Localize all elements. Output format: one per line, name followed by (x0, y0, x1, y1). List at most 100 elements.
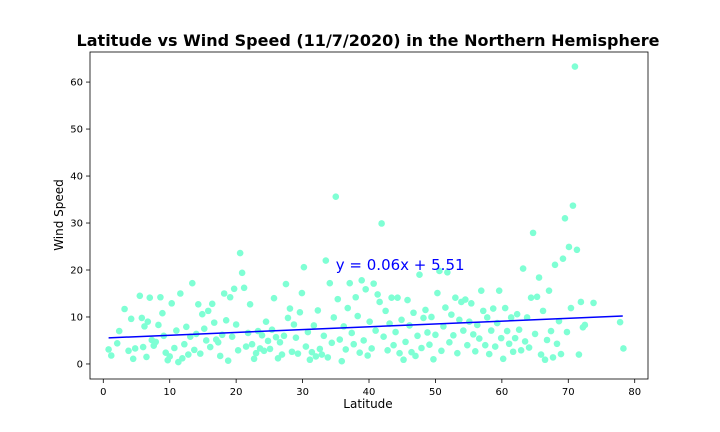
scatter-point (479, 307, 487, 315)
scatter-point (286, 305, 294, 312)
scatter-point (157, 293, 164, 301)
scatter-point (224, 357, 232, 364)
scatter-point (354, 312, 362, 320)
scatter-point (545, 287, 553, 294)
scatter-point (308, 348, 316, 356)
scatter-point (497, 334, 505, 342)
scatter-point (216, 352, 224, 360)
scatter-point (316, 345, 324, 353)
scatter-point (620, 345, 627, 352)
scatter-point (342, 346, 350, 353)
scatter-point (499, 355, 507, 363)
x-tick-label: 80 (628, 387, 641, 398)
scatter-point (318, 351, 326, 358)
scatter-point (366, 318, 373, 325)
scatter-point (446, 339, 453, 346)
scatter-point (404, 296, 411, 304)
scatter-point (356, 349, 364, 356)
scatter-point (252, 349, 260, 357)
scatter-point (378, 220, 385, 227)
scatter-point (246, 300, 254, 308)
scatter-point (173, 327, 180, 334)
x-tick-label: 40 (363, 387, 376, 398)
scatter-point (171, 344, 178, 352)
scatter-point (143, 353, 150, 361)
scatter-point (121, 305, 128, 313)
scatter-point (220, 290, 228, 297)
x-tick-label: 60 (495, 387, 508, 398)
scatter-point (477, 287, 485, 294)
scatter-point (141, 323, 148, 330)
scatter-point (432, 331, 439, 339)
scatter-point (364, 352, 371, 359)
scatter-point (553, 340, 561, 348)
scatter-point (350, 340, 358, 348)
scatter-point (565, 243, 573, 251)
y-tick-label: 50 (70, 125, 83, 136)
scatter-point (131, 345, 139, 352)
scatter-point (334, 295, 342, 303)
scatter-point (543, 336, 551, 344)
x-tick-label: 50 (429, 387, 442, 398)
scatter-point (416, 271, 423, 278)
regression-line-group (108, 315, 623, 339)
scatter-point (232, 321, 240, 328)
scatter-point (136, 292, 144, 300)
scatter-point (196, 350, 204, 357)
scatter-point (244, 329, 252, 337)
scatter-point (222, 316, 230, 324)
scatter-point (272, 333, 280, 341)
scatter-point (533, 293, 541, 301)
scatter-point (282, 280, 290, 288)
scatter-point (330, 314, 338, 321)
scatter-point (483, 314, 491, 321)
scatter-point (519, 265, 527, 272)
scatter-point (515, 326, 523, 333)
scatter-point (200, 325, 208, 333)
scatter-point (336, 336, 344, 343)
scatter-points (105, 63, 627, 366)
scatter-point (276, 339, 284, 346)
scatter-point (322, 257, 330, 264)
scatter-point (400, 356, 407, 364)
scatter-point (535, 274, 543, 281)
scatter-point (590, 299, 597, 307)
scatter-point (234, 347, 242, 354)
scatter-point (487, 327, 495, 334)
scatter-point (226, 293, 234, 301)
scatter-point (513, 310, 521, 318)
scatter-point (328, 339, 336, 347)
scatter-point (324, 354, 332, 361)
scatter-point (302, 343, 310, 350)
scatter-point (115, 327, 123, 335)
scatter-point (360, 337, 367, 344)
scatter-point (577, 298, 585, 306)
scatter-point (551, 261, 559, 269)
scatter-point (238, 269, 246, 277)
scatter-point (557, 350, 565, 358)
scatter-point (370, 280, 377, 287)
scatter-point (501, 304, 509, 312)
scatter-point (505, 340, 513, 348)
scatter-point (380, 333, 387, 341)
scatter-point (444, 269, 451, 276)
x-tick-label: 10 (163, 387, 176, 398)
scatter-point (278, 351, 286, 358)
scatter-point (194, 300, 202, 308)
scatter-point (547, 327, 555, 335)
regression-equation: y = 0.06x + 5.51 (336, 256, 465, 274)
scatter-point (561, 215, 569, 222)
scatter-point (113, 339, 121, 347)
x-axis-label: Latitude (343, 397, 392, 411)
scatter-point (230, 285, 238, 293)
scatter-point (481, 341, 489, 349)
scatter-point (452, 294, 459, 302)
scatter-point (382, 307, 389, 315)
axis-ticks: 0 10 20 30 40 50 60 70 80 0 10 20 30 40 50 60 (70, 78, 641, 398)
scatter-point (495, 287, 503, 294)
scatter-point (402, 338, 409, 346)
scatter-point (434, 289, 441, 297)
scatter-point (471, 347, 479, 355)
scatter-point (284, 314, 292, 322)
